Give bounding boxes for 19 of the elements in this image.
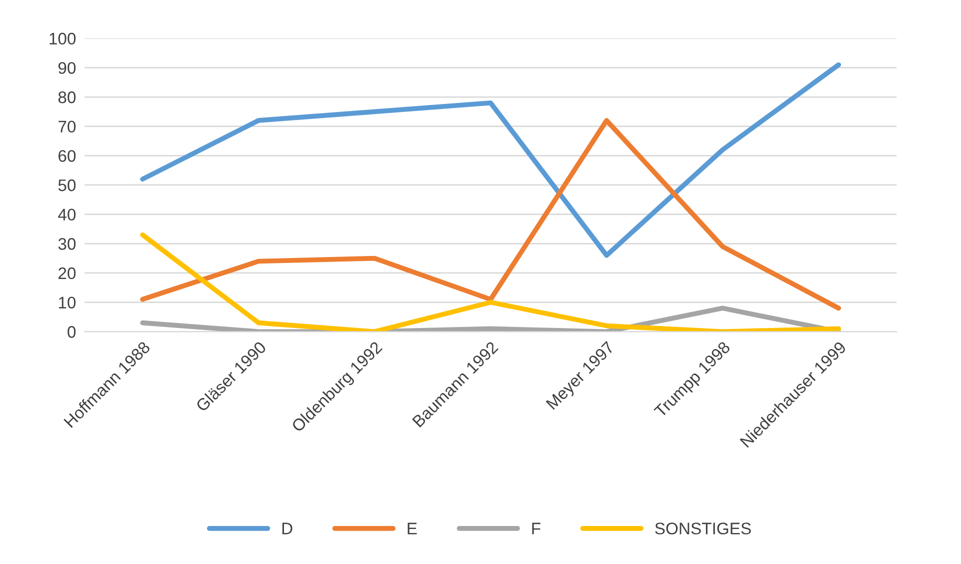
y-tick-label: 40 bbox=[58, 208, 76, 221]
line-series bbox=[140, 62, 842, 258]
y-tick-label: 30 bbox=[58, 238, 76, 250]
y-tick-label: 10 bbox=[58, 296, 76, 309]
legend-label: SONSTIGES bbox=[655, 522, 751, 534]
legend-label: E bbox=[408, 522, 417, 534]
line-series bbox=[140, 232, 842, 332]
y-tick-label: 50 bbox=[58, 179, 76, 192]
line-series bbox=[140, 306, 842, 332]
legend-label: F bbox=[532, 522, 540, 534]
y-tick-label: 0 bbox=[68, 326, 76, 338]
y-tick-label: 20 bbox=[58, 267, 76, 280]
y-tick-label: 70 bbox=[58, 120, 76, 133]
y-tick-label: 80 bbox=[58, 91, 76, 104]
y-tick-label: 100 bbox=[50, 32, 76, 45]
y-tick-label: 90 bbox=[58, 62, 76, 74]
line-series bbox=[140, 118, 842, 311]
y-tick-label: 60 bbox=[58, 150, 76, 162]
legend-label: D bbox=[282, 522, 292, 534]
